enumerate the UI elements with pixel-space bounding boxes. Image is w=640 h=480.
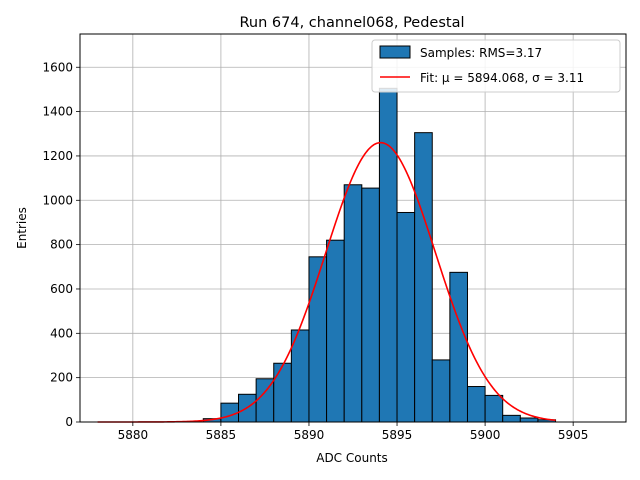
- y-tick-label: 600: [50, 282, 73, 296]
- legend-label-samples: Samples: RMS=3.17: [420, 46, 542, 60]
- y-tick-label: 200: [50, 371, 73, 385]
- x-axis-label: ADC Counts: [316, 451, 388, 465]
- y-tick-label: 1400: [42, 105, 73, 119]
- histogram-bar: [449, 271, 468, 423]
- y-tick-label: 800: [50, 238, 73, 252]
- histogram-bar: [273, 362, 292, 423]
- y-axis-label: Entries: [15, 207, 29, 249]
- histogram-bar: [308, 256, 328, 423]
- legend-label-fit: Fit: μ = 5894.068, σ = 3.11: [420, 71, 584, 85]
- histogram-bar: [431, 359, 451, 423]
- y-tick-label: 1200: [42, 149, 73, 163]
- x-tick-label: 5880: [118, 428, 149, 442]
- histogram-bar: [343, 184, 363, 423]
- histogram-bar: [466, 386, 486, 423]
- x-tick-label: 5885: [206, 428, 237, 442]
- y-tick-label: 1000: [42, 193, 73, 207]
- plot-frame: [79, 33, 627, 423]
- y-tick-label: 0: [65, 415, 73, 429]
- legend-swatch-samples: [379, 45, 411, 59]
- histogram-bar: [414, 132, 433, 423]
- histogram-bar: [484, 394, 504, 423]
- x-axis-ticks: 5880 5885 5890 5895 5900 5905: [118, 422, 589, 442]
- y-axis-ticks: 0 200 400 600 800 1000 1200 1400 1600: [42, 60, 80, 429]
- x-tick-label: 5900: [470, 428, 501, 442]
- histogram-bar: [502, 414, 521, 423]
- x-tick-label: 5895: [382, 428, 413, 442]
- y-tick-label: 1600: [42, 60, 73, 74]
- histogram-bar: [220, 402, 240, 423]
- chart-title: Run 674, channel068, Pedestal: [239, 15, 464, 31]
- legend-box: [371, 39, 621, 93]
- y-tick-label: 400: [50, 326, 73, 340]
- legend: Samples: RMS=3.17 Fit: μ = 5894.068, σ =…: [371, 39, 621, 93]
- x-tick-label: 5890: [294, 428, 325, 442]
- histogram-bar: [326, 239, 345, 423]
- x-tick-label: 5905: [558, 428, 589, 442]
- histogram-bar: [396, 211, 416, 423]
- histogram-bar: [378, 87, 398, 423]
- histogram-bar: [519, 417, 539, 423]
- histogram-bar: [361, 187, 380, 423]
